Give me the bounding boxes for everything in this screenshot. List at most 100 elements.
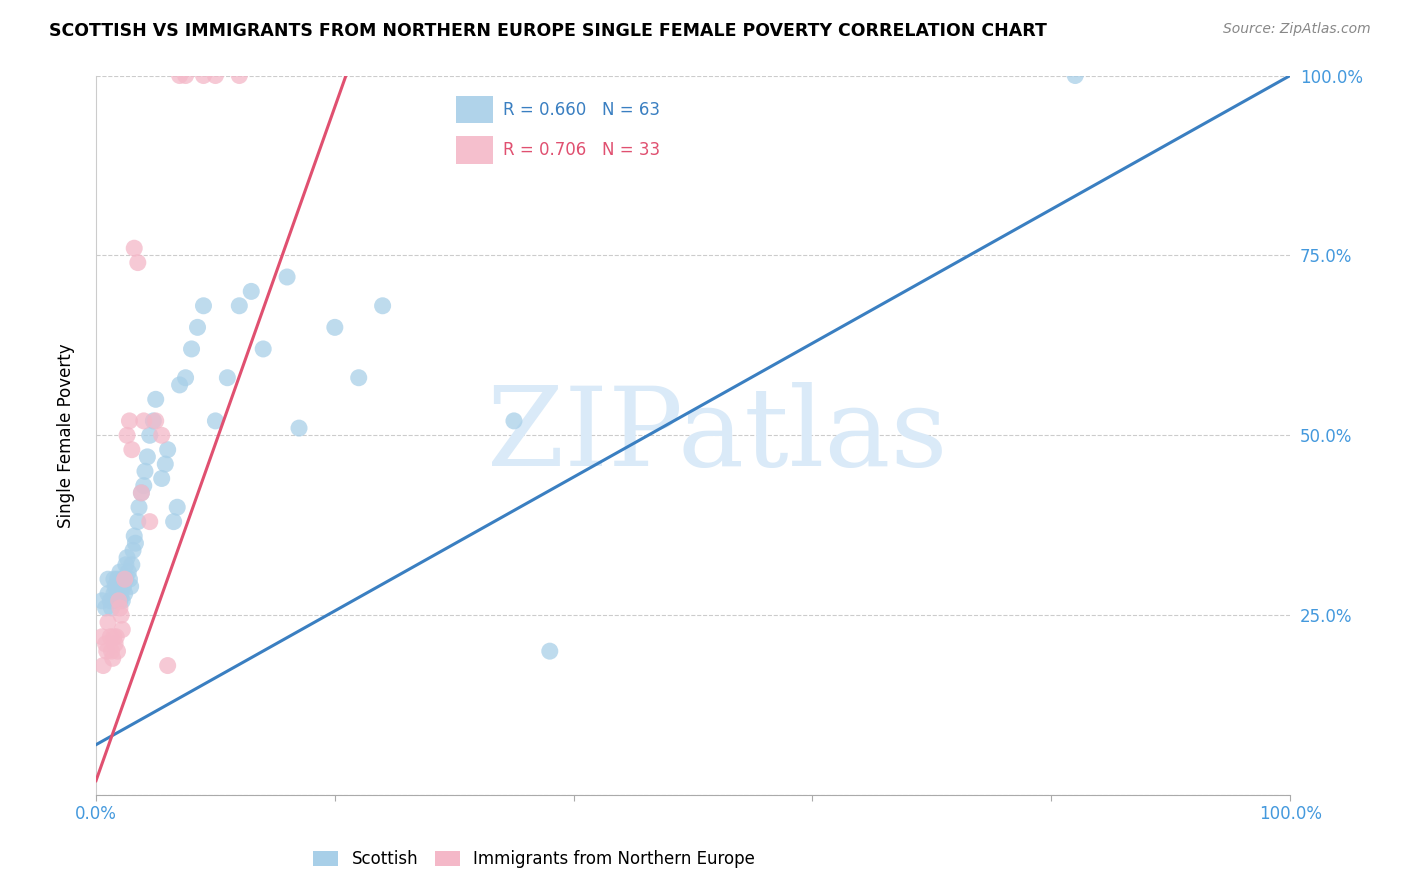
Point: [1064, 69, 1087, 83]
Point: [111, 594, 134, 608]
Point: [115, 572, 138, 586]
Point: [323, 320, 346, 334]
Point: [97, 586, 120, 600]
Point: [107, 594, 129, 608]
Point: [110, 608, 132, 623]
Point: [538, 644, 561, 658]
Point: [112, 579, 135, 593]
Point: [124, 536, 146, 550]
Point: [91, 658, 114, 673]
Point: [94, 601, 117, 615]
Point: [96, 644, 118, 658]
Point: [105, 630, 128, 644]
Point: [94, 637, 117, 651]
Point: [105, 594, 128, 608]
Point: [118, 414, 141, 428]
Point: [122, 543, 145, 558]
Point: [118, 572, 141, 586]
Point: [108, 565, 131, 579]
Point: [174, 370, 197, 384]
Point: [107, 572, 129, 586]
Point: [115, 558, 138, 572]
Point: [174, 69, 197, 83]
Point: [156, 442, 179, 457]
Point: [193, 299, 215, 313]
Point: [150, 471, 173, 485]
Point: [347, 370, 370, 384]
Point: [145, 414, 167, 428]
Text: SCOTTISH VS IMMIGRANTS FROM NORTHERN EUROPE SINGLE FEMALE POVERTY CORRELATION CH: SCOTTISH VS IMMIGRANTS FROM NORTHERN EUR…: [49, 22, 1047, 40]
Point: [276, 270, 298, 285]
Point: [121, 558, 143, 572]
Point: [120, 579, 142, 593]
Point: [150, 428, 173, 442]
Point: [108, 579, 131, 593]
Point: [240, 285, 263, 299]
Point: [98, 594, 121, 608]
Point: [110, 586, 132, 600]
Point: [166, 500, 188, 515]
Point: [288, 421, 311, 435]
Text: ZIPatlas: ZIPatlas: [486, 382, 948, 489]
Point: [97, 615, 120, 630]
Point: [204, 69, 226, 83]
Point: [114, 586, 136, 600]
Point: [169, 378, 191, 392]
Point: [371, 299, 394, 313]
Point: [132, 478, 155, 492]
Point: [101, 651, 124, 665]
Point: [107, 644, 129, 658]
Point: [228, 299, 250, 313]
Point: [228, 69, 250, 83]
Point: [103, 586, 125, 600]
Point: [142, 414, 165, 428]
Point: [104, 579, 127, 593]
Point: [117, 565, 139, 579]
Point: [108, 594, 131, 608]
Point: [503, 414, 526, 428]
Point: [131, 486, 153, 500]
Point: [91, 630, 114, 644]
Point: [145, 392, 167, 407]
Y-axis label: Single Female Poverty: Single Female Poverty: [58, 343, 75, 527]
Point: [107, 594, 129, 608]
Point: [180, 342, 202, 356]
Point: [108, 601, 131, 615]
Point: [97, 572, 120, 586]
Point: [252, 342, 274, 356]
Point: [156, 658, 179, 673]
Point: [100, 601, 122, 615]
Point: [134, 464, 156, 478]
Point: [91, 594, 114, 608]
Point: [128, 500, 150, 515]
Point: [132, 414, 155, 428]
Point: [103, 630, 125, 644]
Point: [217, 370, 239, 384]
Point: [104, 637, 127, 651]
Point: [162, 515, 184, 529]
Point: [169, 69, 191, 83]
Point: [136, 450, 159, 464]
Text: Source: ZipAtlas.com: Source: ZipAtlas.com: [1223, 22, 1371, 37]
Point: [127, 515, 149, 529]
Point: [103, 572, 125, 586]
Point: [107, 586, 129, 600]
Point: [114, 572, 136, 586]
Point: [115, 550, 138, 565]
Point: [111, 572, 134, 586]
Point: [121, 442, 143, 457]
Point: [115, 428, 138, 442]
Point: [100, 644, 122, 658]
Point: [139, 515, 162, 529]
Legend: Scottish, Immigrants from Northern Europe: Scottish, Immigrants from Northern Europ…: [307, 844, 762, 875]
Point: [111, 623, 134, 637]
Point: [98, 630, 121, 644]
Point: [186, 320, 208, 334]
Point: [139, 428, 162, 442]
Point: [122, 241, 145, 255]
Point: [193, 69, 215, 83]
Point: [155, 457, 177, 471]
Point: [131, 486, 153, 500]
Point: [127, 255, 149, 269]
Point: [122, 529, 145, 543]
